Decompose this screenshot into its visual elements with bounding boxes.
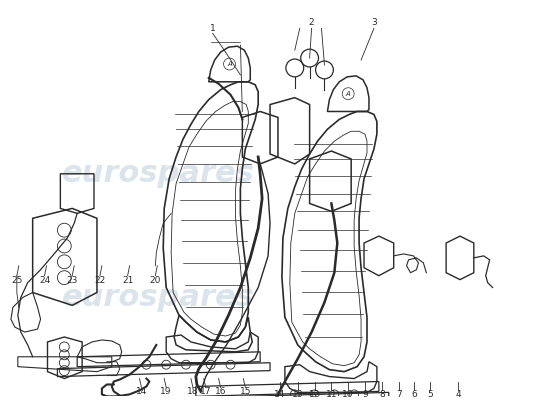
Text: 4: 4 <box>455 390 461 399</box>
Text: 14: 14 <box>274 390 285 399</box>
Text: 7: 7 <box>396 390 402 399</box>
Text: A: A <box>227 61 232 67</box>
Text: 13: 13 <box>292 390 304 399</box>
Text: 8: 8 <box>379 390 384 399</box>
Text: 2: 2 <box>309 18 315 27</box>
Text: 6: 6 <box>411 390 417 399</box>
Text: 10: 10 <box>343 390 354 399</box>
Text: 9: 9 <box>362 390 368 399</box>
Text: 25: 25 <box>11 276 23 285</box>
Text: 5: 5 <box>427 390 433 399</box>
Text: 3: 3 <box>371 18 377 27</box>
Text: 17: 17 <box>200 387 212 396</box>
Text: A: A <box>346 91 350 97</box>
Text: 22: 22 <box>94 276 106 285</box>
Text: 21: 21 <box>122 276 133 285</box>
Text: 24: 24 <box>39 276 50 285</box>
Text: 14: 14 <box>136 387 147 396</box>
Text: 15: 15 <box>240 387 251 396</box>
Text: 1: 1 <box>210 24 216 33</box>
Text: 19: 19 <box>161 387 172 396</box>
Text: eurospares: eurospares <box>62 159 255 188</box>
Text: eurospares: eurospares <box>62 283 255 312</box>
Text: 16: 16 <box>215 387 227 396</box>
Text: 12: 12 <box>309 390 320 399</box>
Text: 11: 11 <box>326 390 337 399</box>
Text: 20: 20 <box>150 276 161 285</box>
Text: 18: 18 <box>187 387 199 396</box>
Text: 23: 23 <box>67 276 78 285</box>
